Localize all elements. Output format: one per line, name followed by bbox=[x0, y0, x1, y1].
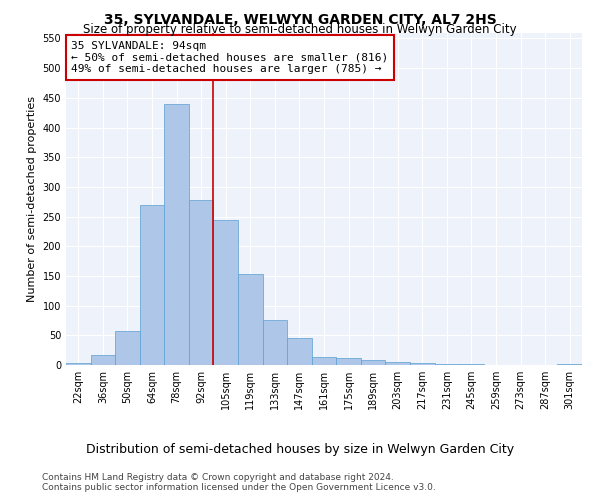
Bar bbox=[434, 364, 459, 365]
Bar bbox=[459, 364, 484, 365]
Bar bbox=[189, 200, 214, 365]
Bar bbox=[214, 220, 238, 365]
Bar bbox=[238, 274, 263, 365]
Bar bbox=[336, 358, 361, 365]
Text: Contains public sector information licensed under the Open Government Licence v3: Contains public sector information licen… bbox=[42, 484, 436, 492]
Text: Distribution of semi-detached houses by size in Welwyn Garden City: Distribution of semi-detached houses by … bbox=[86, 442, 514, 456]
Bar bbox=[361, 360, 385, 365]
Bar bbox=[66, 363, 91, 365]
Bar bbox=[385, 362, 410, 365]
Bar bbox=[164, 104, 189, 365]
Text: 35, SYLVANDALE, WELWYN GARDEN CITY, AL7 2HS: 35, SYLVANDALE, WELWYN GARDEN CITY, AL7 … bbox=[104, 12, 496, 26]
Bar bbox=[140, 204, 164, 365]
Text: 35 SYLVANDALE: 94sqm
← 50% of semi-detached houses are smaller (816)
49% of semi: 35 SYLVANDALE: 94sqm ← 50% of semi-detac… bbox=[71, 41, 388, 74]
Bar bbox=[91, 355, 115, 365]
Bar bbox=[263, 320, 287, 365]
Text: Size of property relative to semi-detached houses in Welwyn Garden City: Size of property relative to semi-detach… bbox=[83, 22, 517, 36]
Bar bbox=[410, 363, 434, 365]
Y-axis label: Number of semi-detached properties: Number of semi-detached properties bbox=[27, 96, 37, 302]
Bar bbox=[287, 338, 312, 365]
Bar bbox=[312, 358, 336, 365]
Bar bbox=[115, 331, 140, 365]
Bar bbox=[557, 364, 582, 365]
Text: Contains HM Land Registry data © Crown copyright and database right 2024.: Contains HM Land Registry data © Crown c… bbox=[42, 472, 394, 482]
